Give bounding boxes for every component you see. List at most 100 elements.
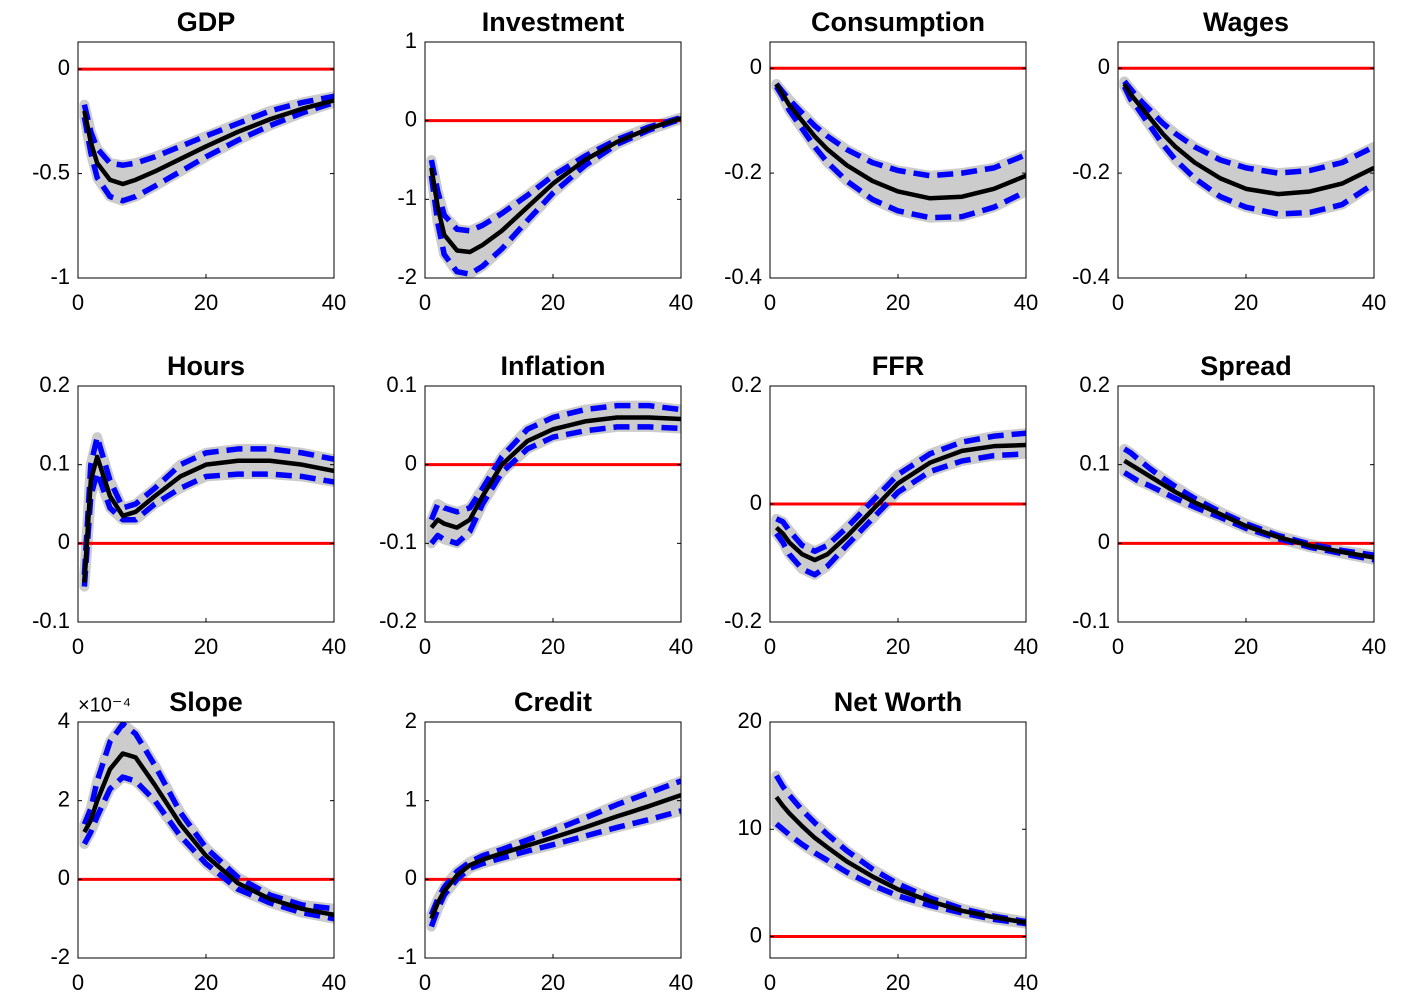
band-edge-line	[774, 451, 1026, 578]
x-tick-label: 20	[194, 634, 218, 659]
y-tick-label: 0.2	[731, 372, 762, 397]
band-edge-line	[81, 434, 334, 575]
y-tick-label: 10	[738, 815, 762, 840]
x-tick-label: 20	[1234, 290, 1258, 315]
y-tick-label: -0.4	[724, 264, 762, 289]
median-line	[82, 454, 334, 583]
x-tick-label: 0	[419, 970, 431, 995]
band-edge-line	[774, 82, 1026, 179]
y-tick-label: 4	[58, 708, 70, 733]
panel: -0.4 -0.2 0 0 20 40 Consumption	[724, 7, 1038, 315]
y-tick-label: -0.2	[724, 608, 762, 633]
confidence-band	[771, 770, 1026, 929]
band-edge-line	[429, 424, 681, 547]
y-tick-label: 0	[405, 106, 417, 131]
median-line	[774, 82, 1026, 201]
median-line	[429, 415, 681, 530]
x-tick-label: 40	[1014, 634, 1038, 659]
y-tick-label: -2	[397, 264, 417, 289]
y-tick-label: 0.1	[1079, 450, 1110, 475]
x-tick-label: 0	[764, 970, 776, 995]
x-tick-label: 20	[194, 970, 218, 995]
y-tick-label: -0.1	[379, 529, 417, 554]
y-tick-label: 0	[58, 55, 70, 80]
band-edge-line	[81, 99, 334, 204]
band-edge-line	[774, 821, 1026, 927]
median-line	[82, 751, 334, 917]
y-tick-label: 2	[58, 786, 70, 811]
x-tick-label: 20	[886, 970, 910, 995]
band-edge-line	[1121, 85, 1374, 217]
panel-title: Spread	[1200, 351, 1292, 381]
x-tick-label: 20	[1234, 634, 1258, 659]
panel: 0 10 20 0 20 40 Net Worth	[738, 687, 1039, 995]
panel-title: Wages	[1203, 7, 1289, 37]
plot-area	[425, 112, 681, 278]
x-tick-label: 20	[541, 634, 565, 659]
plot-area	[770, 428, 1026, 580]
y-tick-label: -0.2	[724, 159, 762, 184]
panel-title: GDP	[177, 7, 236, 37]
y-tick-label: -1	[397, 185, 417, 210]
band-edge-line	[81, 469, 334, 587]
y-tick-label: 0	[58, 529, 70, 554]
y-tick-label: -0.5	[32, 159, 70, 184]
x-tick-label: 0	[419, 290, 431, 315]
x-tick-label: 20	[886, 634, 910, 659]
x-tick-label: 40	[669, 634, 693, 659]
y-tick-label: 20	[738, 708, 762, 733]
x-tick-label: 40	[322, 634, 346, 659]
x-tick-label: 0	[764, 634, 776, 659]
axes-box	[769, 41, 1027, 279]
band-edge-line	[774, 85, 1026, 221]
x-tick-label: 40	[322, 970, 346, 995]
median-line	[1122, 82, 1374, 197]
plot-area	[425, 400, 681, 549]
x-tick-label: 40	[1362, 634, 1386, 659]
confidence-band	[771, 78, 1026, 223]
panel: -0.2 -0.1 0 0.1 0 20 40 Inflation	[379, 351, 693, 659]
y-tick-label: 0.2	[39, 372, 70, 397]
plot-area	[425, 776, 681, 932]
plot-area	[1118, 443, 1374, 565]
x-tick-label: 20	[886, 290, 910, 315]
panel-title: Investment	[482, 7, 625, 37]
y-tick-label: -0.2	[379, 608, 417, 633]
x-tick-label: 0	[419, 634, 431, 659]
confidence-band	[426, 776, 681, 932]
x-tick-label: 20	[541, 970, 565, 995]
x-tick-label: 20	[541, 290, 565, 315]
x-tick-label: 0	[764, 290, 776, 315]
median-line	[429, 116, 681, 255]
axes-box	[1117, 385, 1375, 623]
plot-area	[770, 770, 1026, 939]
confidence-band	[1119, 76, 1374, 220]
plot-area	[770, 66, 1026, 223]
median-line	[429, 793, 681, 920]
panel: -1 -0.5 0 0 20 40 GDP	[32, 7, 346, 315]
panel: -0.4 -0.2 0 0 20 40 Wages	[1072, 7, 1386, 315]
y-tick-label: -0.2	[1072, 159, 1110, 184]
band-edge-line	[81, 93, 334, 168]
median-line	[774, 442, 1026, 563]
y-tick-label: 0	[405, 450, 417, 475]
panel-title: Inflation	[501, 351, 606, 381]
x-tick-label: 0	[1112, 634, 1124, 659]
band-edge-line	[1122, 446, 1374, 558]
x-tick-label: 40	[1362, 290, 1386, 315]
median-line	[82, 98, 334, 187]
plot-area	[78, 432, 334, 592]
plot-area	[78, 722, 334, 924]
median-line	[1123, 458, 1374, 560]
y-tick-label: -2	[50, 944, 70, 969]
panel-title: Consumption	[811, 7, 985, 37]
y-tick-label: 0.2	[1079, 372, 1110, 397]
y-tick-label: 0	[750, 922, 762, 947]
plot-area	[1118, 66, 1374, 220]
y-tick-label: -1	[50, 264, 70, 289]
